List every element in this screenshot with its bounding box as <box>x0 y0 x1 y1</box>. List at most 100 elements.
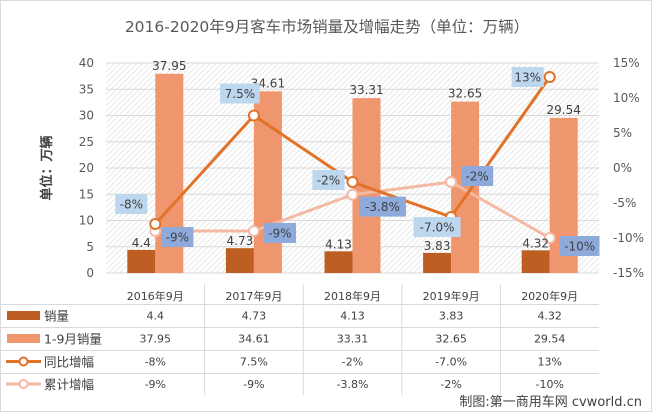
data-label-monthly-sales: 3.83 <box>424 239 451 253</box>
data-label-box-yoy <box>511 67 544 87</box>
bar-ytd-sales <box>451 101 480 274</box>
marker-yoy-growth <box>346 176 359 188</box>
table-cell: 13% <box>537 356 561 369</box>
y-axis-right: -15% -10% -5% 0% 5% 10% 15% <box>613 56 644 280</box>
table-cell: 7.5% <box>240 356 268 369</box>
legend-label: 1-9月销量 <box>44 332 102 347</box>
category-label: 2016年9月 <box>127 289 184 303</box>
marker-cumulative-growth <box>445 176 458 188</box>
marker-cumulative-growth <box>543 232 556 244</box>
y2-tick-label: -10% <box>613 231 644 245</box>
data-labels: 4.437.954.7334.614.1333.313.8332.654.322… <box>115 59 600 256</box>
table-cell: -9% <box>243 378 264 391</box>
data-label-box-cumulative <box>559 236 600 256</box>
data-label-cumulative: -9% <box>166 231 189 245</box>
data-label-box-cumulative <box>263 223 296 243</box>
y2-tick-label: 10% <box>613 91 640 105</box>
data-label-cumulative: -9% <box>268 227 291 241</box>
data-label-yoy: -7.0% <box>420 221 455 235</box>
bar-monthly-sales <box>423 252 452 273</box>
y-tick-label: 30 <box>79 109 94 123</box>
y-tick-label: 25 <box>79 135 94 149</box>
legend-marker <box>18 356 29 367</box>
y2-tick-label: 0% <box>613 161 632 175</box>
table-cell: 37.95 <box>140 333 172 346</box>
table-cell: -7.0% <box>435 356 467 369</box>
bar-monthly-sales <box>324 251 353 273</box>
table-cell: -3.8% <box>337 378 369 391</box>
y-tick-label: 20 <box>79 161 94 175</box>
marker-cumulative-growth <box>346 188 359 201</box>
category-label: 2019年9月 <box>423 289 480 303</box>
y2-tick-label: 5% <box>613 126 632 140</box>
y-tick-label: 5 <box>86 240 94 254</box>
marker-yoy-growth <box>247 109 260 122</box>
category-label: 2017年9月 <box>225 289 282 303</box>
legend-label: 销量 <box>44 309 69 324</box>
table-cell: -9% <box>145 378 166 391</box>
y2-tick-label: 15% <box>613 56 640 70</box>
chart-title: 2016-2020年9月客车市场销量及增幅走势（单位：万辆） <box>125 18 529 36</box>
marker-yoy-growth <box>149 218 162 230</box>
y-tick-label: 10 <box>79 214 94 228</box>
data-label-box-yoy <box>312 170 345 190</box>
table-cell: -10% <box>535 378 563 391</box>
marker-yoy-growth <box>543 71 556 83</box>
y-tick-label: 40 <box>79 56 94 70</box>
data-label-box-yoy <box>115 194 148 214</box>
data-label-monthly-sales: 4.4 <box>132 236 151 250</box>
data-label-monthly-sales: 4.73 <box>227 234 254 248</box>
data-label-box-yoy <box>413 217 461 237</box>
legend-swatch-monthly-sales <box>7 311 40 320</box>
table-cell: 4.73 <box>242 310 267 323</box>
y-tick-label: 35 <box>79 82 94 96</box>
data-label-monthly-sales: 4.32 <box>522 236 549 250</box>
data-label-ytd-sales: 29.54 <box>547 103 581 117</box>
bar-monthly-sales <box>521 250 550 273</box>
data-label-box-yoy <box>220 83 260 104</box>
data-label-monthly-sales: 4.13 <box>325 237 352 251</box>
legend-label: 累计增幅 <box>44 377 94 392</box>
y-axis-title: 单位：万辆 <box>39 135 55 200</box>
table-cell: 4.13 <box>340 310 365 323</box>
bar-monthly-sales <box>225 248 254 273</box>
y-tick-label: 0 <box>86 266 94 280</box>
table-cell: -2% <box>342 356 363 369</box>
y-axis-left: 0 5 10 15 20 25 30 35 40 <box>79 56 94 280</box>
table-cell: 33.31 <box>337 333 369 346</box>
table-cell: 3.83 <box>439 310 464 323</box>
credit-text: 制图:第一商用车网 cvworld.cn <box>459 394 642 410</box>
table-cell: 32.65 <box>435 333 467 346</box>
data-label-cumulative: -3.8% <box>365 200 400 214</box>
data-label-ytd-sales: 37.95 <box>152 59 186 73</box>
data-label-box-cumulative <box>161 227 194 247</box>
table-cell: -2% <box>440 378 461 391</box>
table-cell: 4.4 <box>147 310 165 323</box>
data-label-yoy: 13% <box>514 71 541 85</box>
data-label-yoy: 7.5% <box>225 87 256 101</box>
data-label-cumulative: -10% <box>564 240 595 254</box>
legend-label: 同比增幅 <box>44 355 94 370</box>
legend-marker <box>18 379 29 389</box>
data-label-cumulative: -2% <box>465 170 488 184</box>
y2-tick-label: -15% <box>613 266 644 280</box>
table-cell: 4.32 <box>537 310 562 323</box>
data-label-box-cumulative <box>461 166 494 186</box>
y2-tick-label: -5% <box>613 196 636 210</box>
legend-swatch-ytd-sales <box>7 334 40 343</box>
category-label: 2018年9月 <box>324 289 381 303</box>
data-label-ytd-sales: 33.31 <box>349 83 383 97</box>
marker-cumulative-growth <box>247 225 260 237</box>
data-label-yoy: -2% <box>317 174 340 188</box>
table-cell: -8% <box>145 356 166 369</box>
bar-monthly-sales <box>127 249 156 273</box>
category-label: 2020年9月 <box>521 289 578 303</box>
data-label-box-cumulative <box>359 196 406 217</box>
table-cell: 34.61 <box>238 333 270 346</box>
table-cell: 29.54 <box>534 333 566 346</box>
data-label-ytd-sales: 32.65 <box>448 87 482 101</box>
y-tick-label: 15 <box>79 187 94 201</box>
